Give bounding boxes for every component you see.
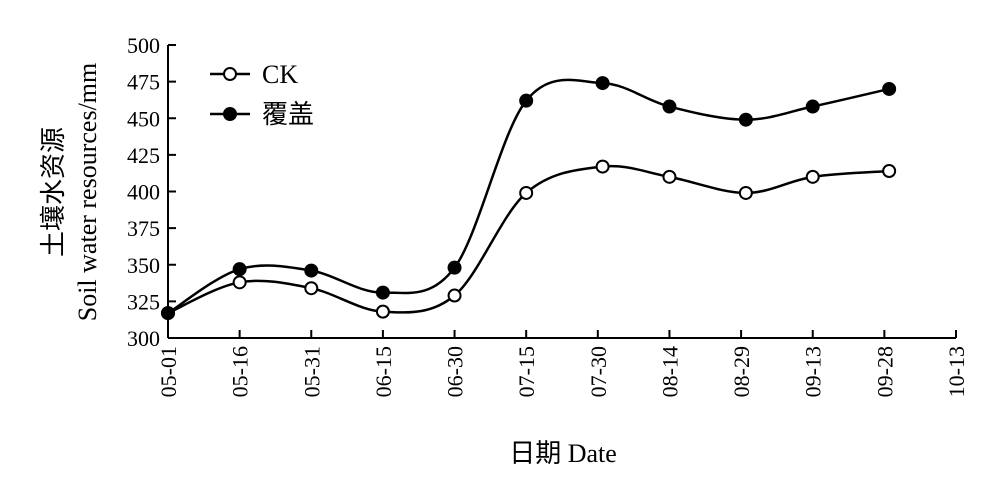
y-tick-label: 325 xyxy=(127,289,160,314)
data-point-ck xyxy=(805,169,820,184)
legend-item-ck: CK xyxy=(210,60,298,89)
data-point-mulch xyxy=(882,81,897,96)
x-tick-label: 09-28 xyxy=(872,346,897,397)
x-tick-label: 07-15 xyxy=(514,346,539,397)
y-tick-label: 425 xyxy=(127,143,160,168)
x-tick-label: 05-31 xyxy=(299,346,324,397)
x-tick-label: 07-30 xyxy=(586,346,611,397)
y-tick-label: 500 xyxy=(127,33,160,58)
legend-marker-ck xyxy=(223,67,237,81)
data-point-mulch xyxy=(232,262,247,277)
data-point-mulch xyxy=(304,263,319,278)
data-point-mulch xyxy=(662,99,677,114)
x-tick-label: 06-30 xyxy=(443,346,468,397)
x-tick-label: 06-15 xyxy=(371,346,396,397)
x-tick-label: 08-14 xyxy=(657,346,682,397)
y-tick-label: 400 xyxy=(127,180,160,205)
data-point-mulch xyxy=(519,93,534,108)
data-point-ck xyxy=(375,304,390,319)
data-point-mulch xyxy=(447,260,462,275)
x-tick-label: 08-29 xyxy=(729,346,754,397)
legend-marker-mulch xyxy=(223,107,237,121)
legend-label-mulch: 覆盖 xyxy=(262,100,314,129)
x-tick-label: 05-16 xyxy=(228,346,253,397)
y-tick-label: 375 xyxy=(127,216,160,241)
y-tick-label: 475 xyxy=(127,70,160,95)
y-axis-title-cn: 土壤水资源 xyxy=(39,127,68,257)
y-tick-label: 300 xyxy=(127,326,160,351)
series-line-mulch xyxy=(167,78,890,315)
data-point-ck xyxy=(595,159,610,174)
x-tick-label: 10-13 xyxy=(944,346,969,397)
legend: CK 覆盖 xyxy=(210,60,314,129)
data-point-ck xyxy=(232,275,247,290)
y-axis-title-en: Soil water resources/mm xyxy=(73,63,102,322)
data-point-mulch xyxy=(375,285,390,300)
y-axis-title: 土壤水资源 Soil water resources/mm xyxy=(39,63,102,322)
y-tick-label: 450 xyxy=(127,106,160,131)
data-point-mulch xyxy=(161,306,175,321)
data-point-ck xyxy=(738,185,753,200)
data-point-ck xyxy=(447,288,462,303)
legend-item-mulch: 覆盖 xyxy=(210,100,314,129)
data-point-ck xyxy=(662,169,677,184)
data-point-ck xyxy=(882,163,897,178)
x-axis-title: 日期 Date xyxy=(509,439,617,468)
data-point-mulch xyxy=(738,112,753,127)
x-tick-label: 05-01 xyxy=(156,346,181,397)
data-point-mulch xyxy=(805,99,820,114)
data-point-ck xyxy=(304,281,319,296)
legend-label-ck: CK xyxy=(262,60,298,89)
x-tick-label: 09-13 xyxy=(801,346,826,397)
y-tick-label: 350 xyxy=(127,253,160,278)
data-point-ck xyxy=(519,185,534,200)
data-point-mulch xyxy=(595,76,610,91)
